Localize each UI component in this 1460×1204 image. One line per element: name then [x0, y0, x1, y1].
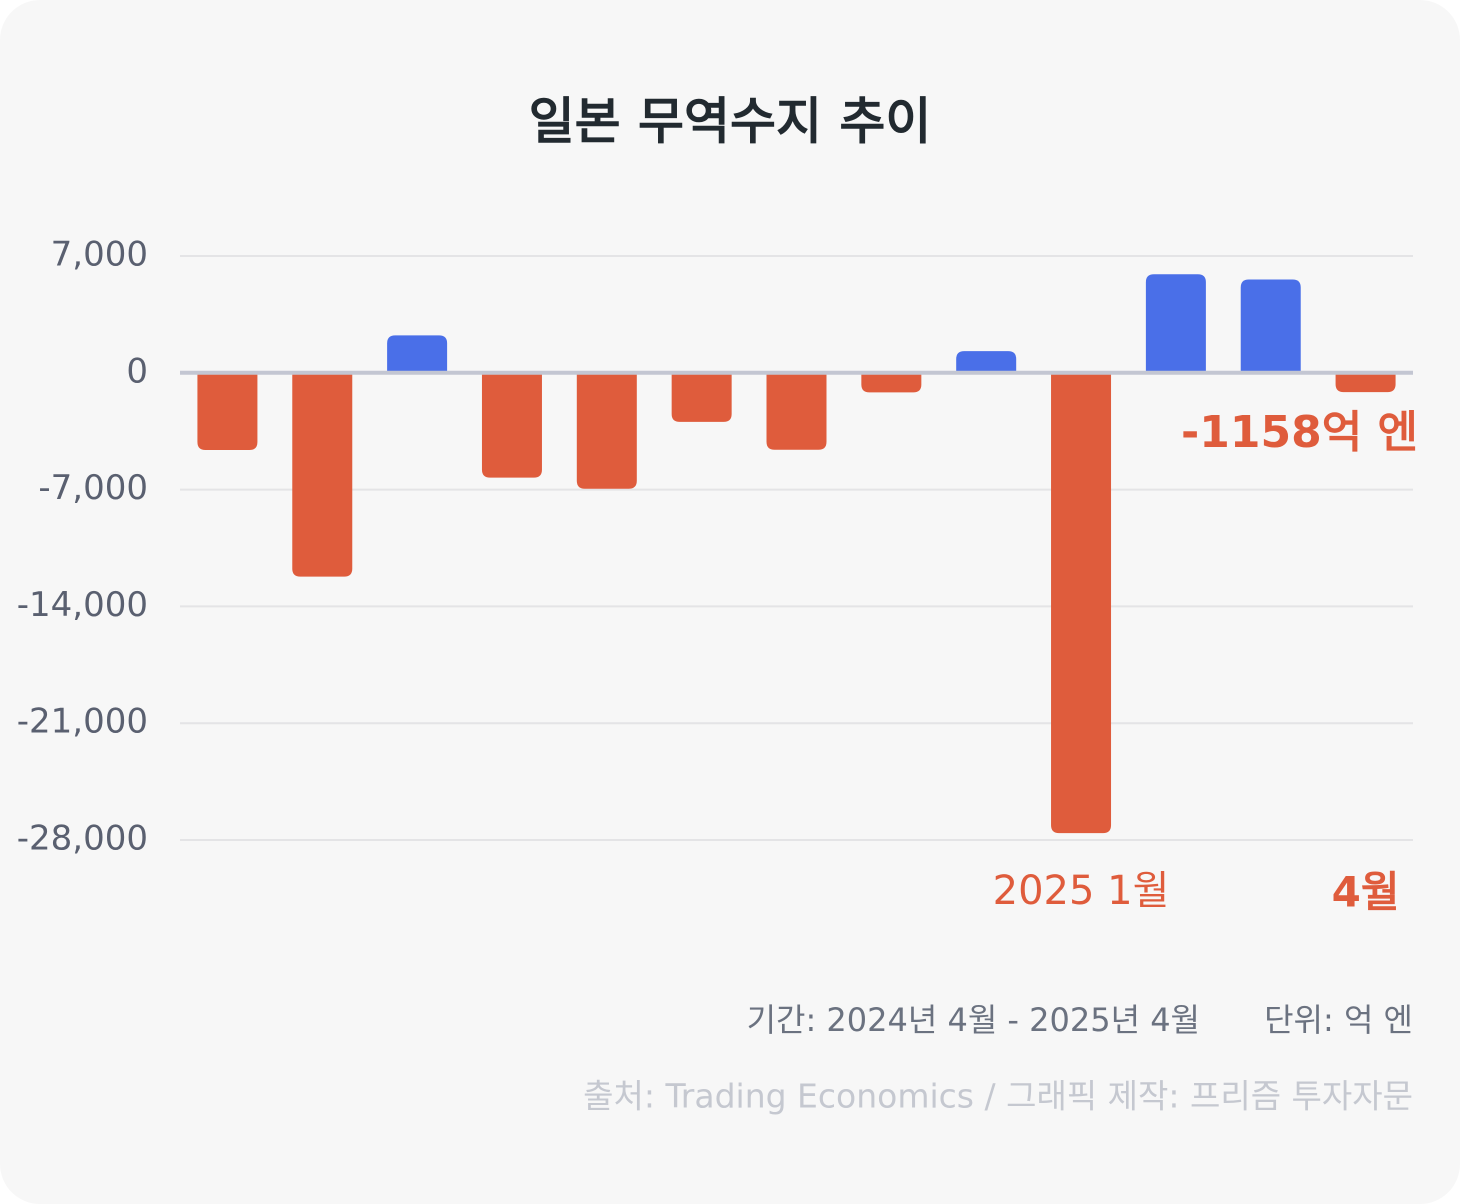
y-tick-label: -21,000 — [17, 702, 148, 742]
bar — [1051, 372, 1112, 834]
bar — [956, 351, 1017, 373]
bar — [1240, 279, 1301, 373]
bar — [766, 372, 827, 450]
chart-title: 일본 무역수지 추이 — [529, 93, 932, 151]
y-tick-label: 7,000 — [51, 235, 148, 275]
bar — [292, 372, 353, 577]
y-tick-label: -28,000 — [17, 819, 148, 859]
source-note: 출처: Trading Economics / 그래픽 제작: 프리즘 투자자문 — [583, 1077, 1413, 1116]
bar — [1335, 372, 1396, 393]
bar — [197, 372, 258, 450]
bar — [481, 372, 542, 478]
bar — [861, 372, 922, 393]
annotation: 2025 1월 — [993, 868, 1170, 914]
unit-note: 단위: 억 엔 — [1264, 1001, 1413, 1039]
bar — [576, 372, 637, 489]
annotation: -1158억 엔 — [1181, 407, 1418, 458]
bar — [1145, 274, 1206, 373]
y-tick-label: -7,000 — [38, 468, 148, 508]
y-tick-label: 0 — [126, 351, 148, 391]
annotation: 4월 — [1332, 868, 1400, 917]
bar — [387, 335, 448, 373]
period-note: 기간: 2024년 4월 - 2025년 4월 — [747, 1001, 1200, 1039]
y-tick-label: -14,000 — [17, 585, 148, 625]
bar — [671, 372, 732, 422]
